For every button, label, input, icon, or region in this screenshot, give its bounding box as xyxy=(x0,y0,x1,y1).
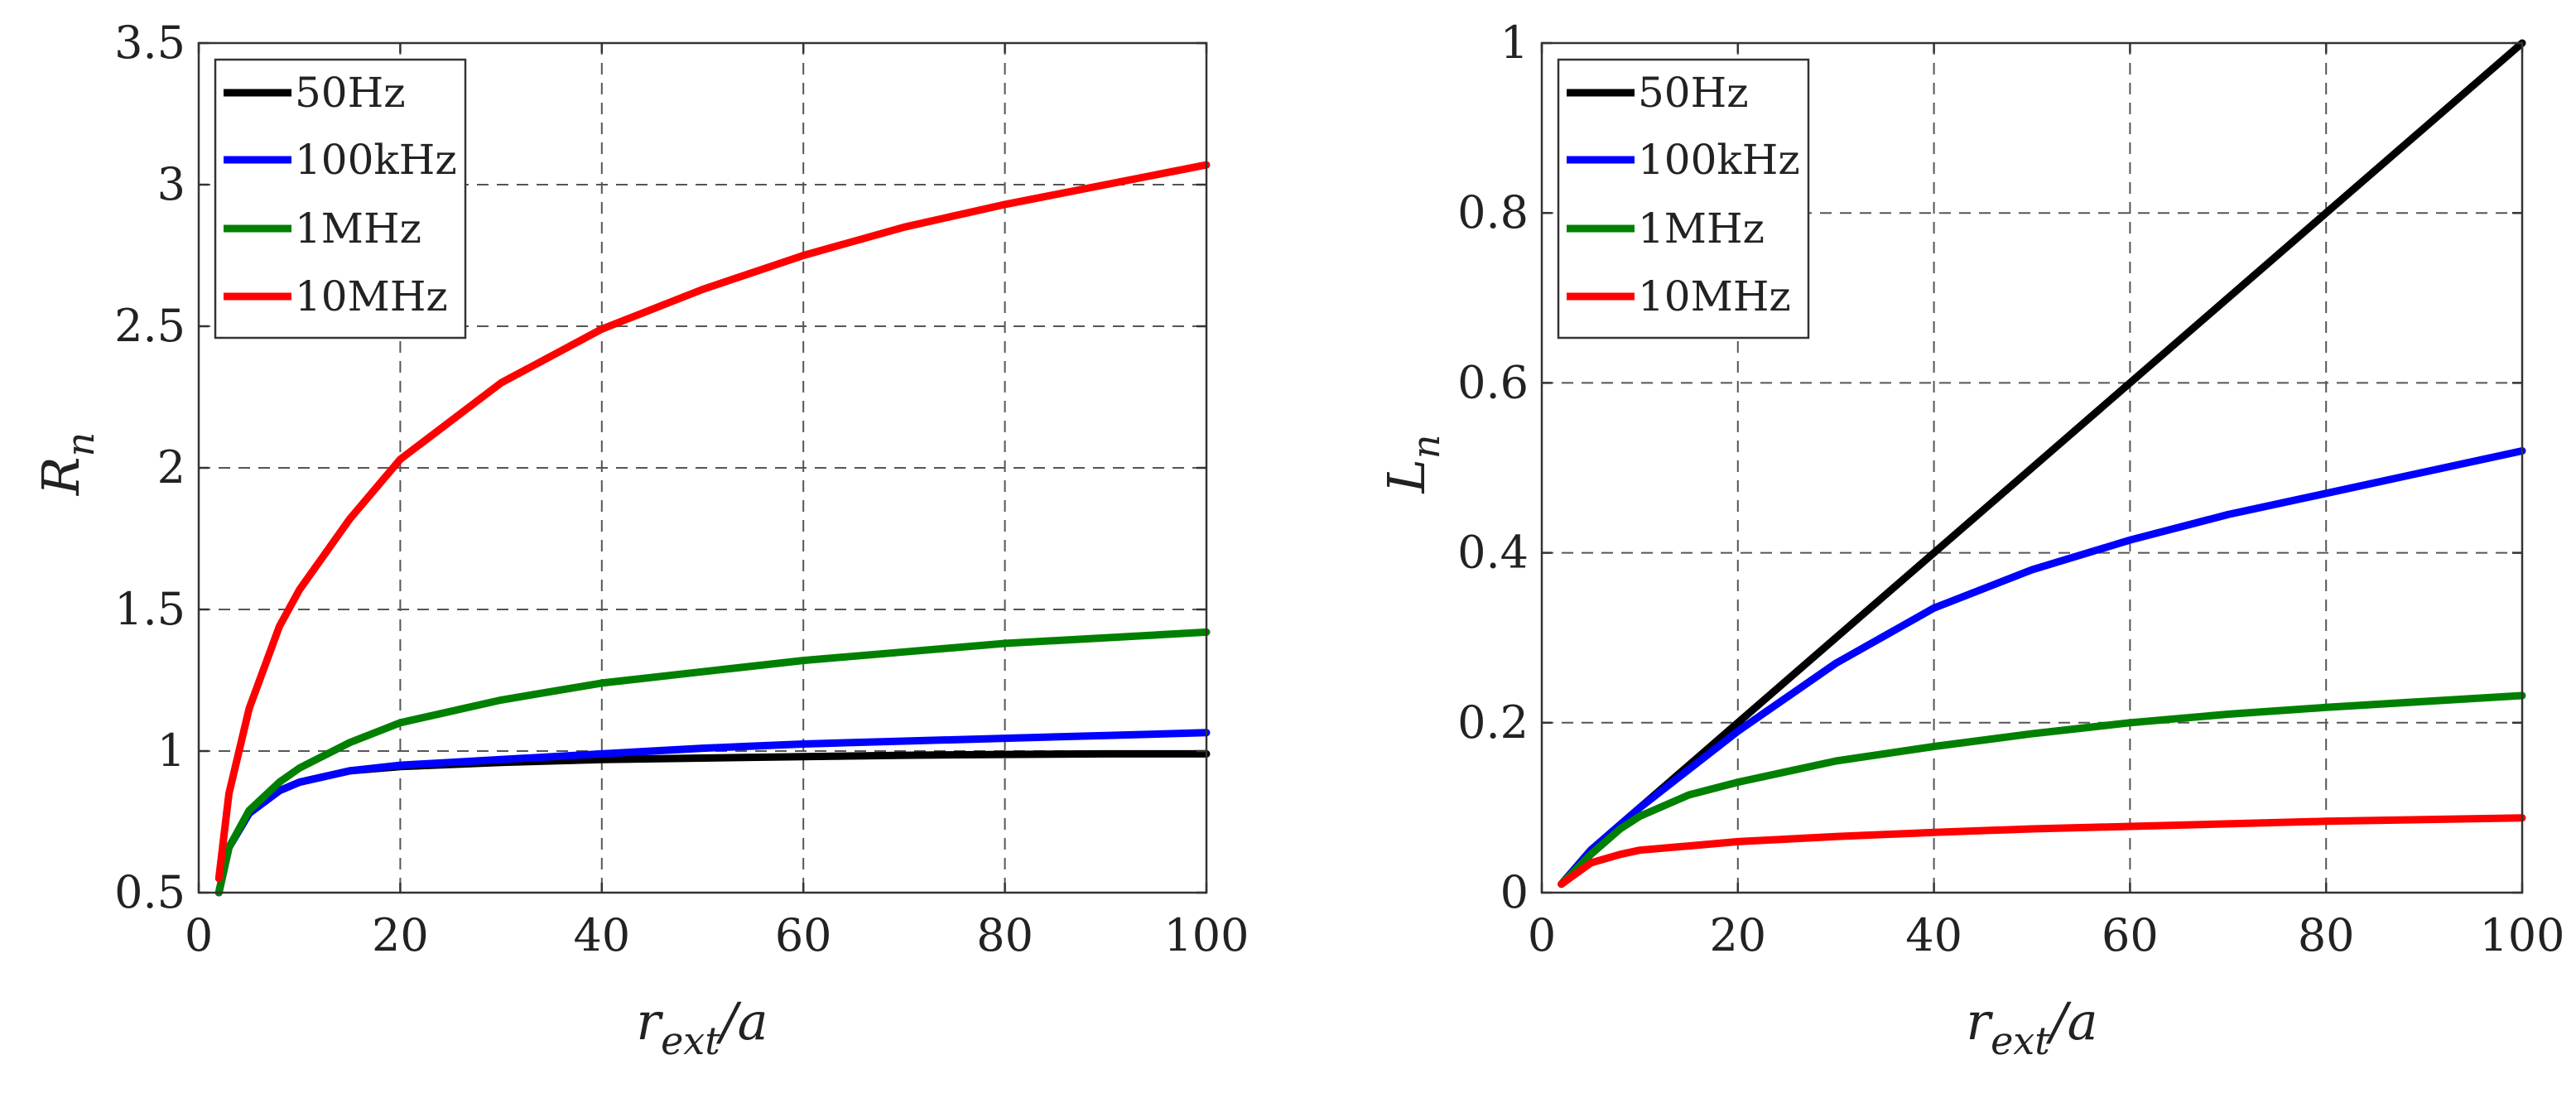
right-legend-label-50hz: 50Hz xyxy=(1638,69,1749,117)
right-series-line-1mhz xyxy=(1558,691,2526,889)
right-legend-label-1mhz: 1MHz xyxy=(1638,205,1765,253)
right-x-axis-label-main: r xyxy=(1966,991,1993,1052)
right-x-tick-label: 80 xyxy=(2298,909,2355,961)
left-x-axis-label-tail: /a xyxy=(716,991,768,1052)
right-y-tick-label: 0.6 xyxy=(1457,356,1529,408)
right-x-tick-label: 40 xyxy=(1905,909,1962,961)
left-y-tick-label: 1 xyxy=(157,725,185,777)
right-y-tick-label: 1 xyxy=(1500,17,1529,69)
left-y-tick-label: 3 xyxy=(157,158,185,210)
right-y-tick-label: 0.8 xyxy=(1457,186,1529,238)
right-y-ticks: 0 0.2 0.4 0.6 0.8 1 xyxy=(1457,17,2522,918)
right-y-axis-label: Ln xyxy=(1376,435,1448,494)
left-legend-label-10mhz: 10MHz xyxy=(295,272,448,320)
right-y-tick-label: 0 xyxy=(1500,866,1529,918)
right-plot-frame xyxy=(1540,41,2524,894)
right-y-axis-label-sub: n xyxy=(1404,435,1448,460)
right-legend-label-100khz: 100kHz xyxy=(1638,136,1800,184)
left-legend-label-1mhz: 1MHz xyxy=(295,205,421,253)
right-x-tick-label: 20 xyxy=(1709,909,1766,961)
left-x-axis-label-main: r xyxy=(636,991,663,1052)
left-x-tick-label: 80 xyxy=(976,909,1033,961)
right-x-axis-label-tail: /a xyxy=(2046,991,2098,1052)
left-series-line-10mhz xyxy=(214,161,1211,883)
left-x-ticks: 0 20 40 60 80 100 xyxy=(185,43,1249,961)
right-legend-label-10mhz: 10MHz xyxy=(1638,272,1791,320)
left-x-axis-label: rext/a xyxy=(636,991,768,1063)
left-y-axis-label-main: R xyxy=(31,456,91,496)
left-y-tick-label: 3.5 xyxy=(114,17,185,69)
left-y-tick-label: 1.5 xyxy=(114,583,185,635)
left-legend-box xyxy=(214,58,467,340)
left-x-tick-label: 20 xyxy=(372,909,429,961)
left-y-tick-label: 2.5 xyxy=(114,300,185,352)
left-x-tick-label: 40 xyxy=(573,909,630,961)
left-series-line-50hz xyxy=(214,749,1211,897)
right-y-tick-label: 0.2 xyxy=(1457,696,1529,749)
left-y-ticks: 0.5 1 1.5 2 2.5 3 3.5 xyxy=(114,17,1206,918)
right-x-ticks: 0 20 40 60 80 100 xyxy=(1528,43,2565,961)
left-x-axis-label-sub: ext xyxy=(661,1019,720,1063)
right-series-line-10mhz xyxy=(1558,814,2526,889)
right-x-axis-label-sub: ext xyxy=(1991,1019,2050,1063)
right-x-axis-label: rext/a xyxy=(1966,991,2097,1063)
chart-left: 0.5 1 1.5 2 2.5 3 3.5 0 20 40 60 80 100 Rn rext/a 5… xyxy=(31,17,1249,1063)
right-x-tick-label: 100 xyxy=(2479,909,2564,961)
right-x-tick-label: 0 xyxy=(1528,909,1556,961)
right-y-tick-label: 0.4 xyxy=(1457,527,1529,579)
chart-right: 0 0.2 0.4 0.6 0.8 1 0 20 40 60 80 100 Ln rext/a 50… xyxy=(1376,17,2565,1063)
left-legend-label-50hz: 50Hz xyxy=(295,69,406,117)
left-x-tick-label: 60 xyxy=(775,909,832,961)
right-x-tick-label: 60 xyxy=(2102,909,2159,961)
right-series xyxy=(1558,39,2526,889)
right-y-axis-label-main: L xyxy=(1376,459,1437,494)
left-x-tick-label: 100 xyxy=(1163,909,1249,961)
left-y-axis-label-sub: n xyxy=(58,432,103,457)
left-y-axis-label: Rn xyxy=(31,432,103,496)
right-legend-box xyxy=(1557,58,1810,340)
right-series-line-100khz xyxy=(1558,447,2526,889)
left-y-tick-label: 0.5 xyxy=(114,866,185,918)
left-legend-label-100khz: 100kHz xyxy=(295,136,457,184)
right-legend: 50Hz 100kHz 1MHz 10MHz xyxy=(1557,58,1810,340)
left-legend: 50Hz 100kHz 1MHz 10MHz xyxy=(214,58,467,340)
left-series xyxy=(214,161,1211,897)
left-y-tick-label: 2 xyxy=(157,441,185,494)
left-x-tick-label: 0 xyxy=(185,909,213,961)
left-series-line-1mhz xyxy=(214,628,1211,897)
